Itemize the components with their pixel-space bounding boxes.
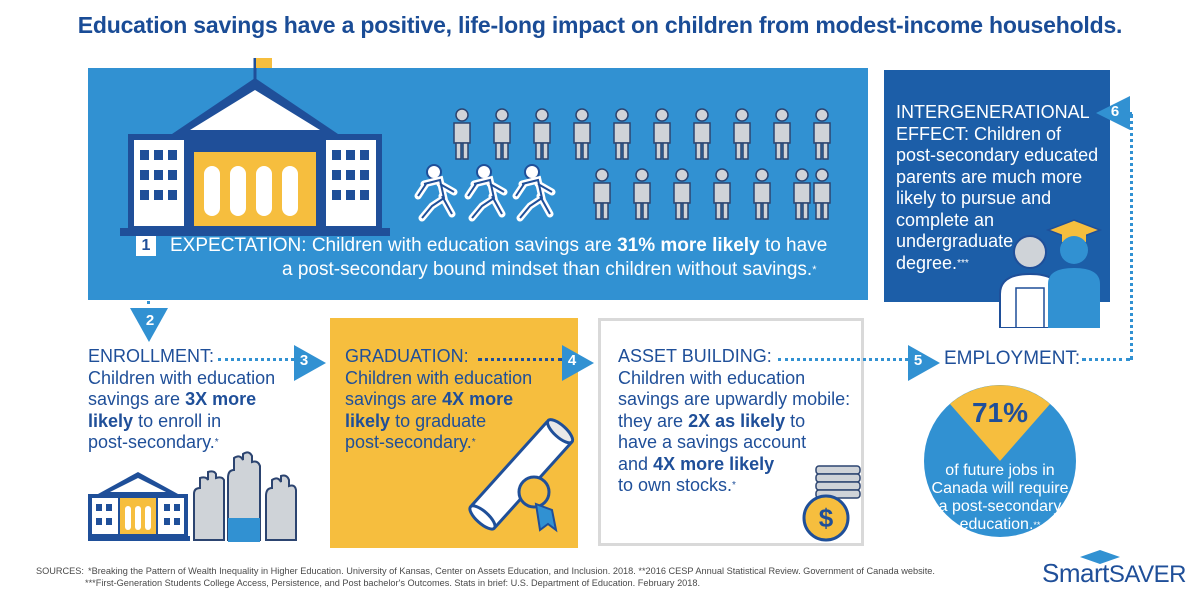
enrollment-line: Children with education xyxy=(88,367,276,388)
expectation-text-b: to have xyxy=(764,235,828,256)
footnote-mark: * xyxy=(732,480,736,491)
expectation-line2: a post-secondary bound mindset than chil… xyxy=(282,259,813,280)
intergenerational-line: EFFECT: Children of xyxy=(896,123,1062,144)
connector-line xyxy=(218,358,294,361)
step-6-marker xyxy=(1096,96,1130,130)
standing-people-grid-icon xyxy=(453,108,831,220)
intergenerational-line: undergraduate xyxy=(896,231,1014,251)
footnote-mark: * xyxy=(471,437,476,448)
graduation-text: GRADUATION: Children with education savi… xyxy=(345,346,575,454)
asset-building-line: savings are upwardly mobile: xyxy=(618,389,851,409)
asset-building-line: to xyxy=(790,410,806,431)
enrollment-line: to enroll in xyxy=(138,410,222,431)
asset-building-line: they are xyxy=(618,410,684,431)
enrollment-highlight: 3X more xyxy=(185,389,257,409)
parent-graduate-icon xyxy=(999,219,1103,328)
employment-line: Canada will require xyxy=(931,480,1069,497)
intergenerational-line: INTERGENERATIONAL xyxy=(896,102,1090,122)
coins-dollar-icon: $ xyxy=(802,465,861,542)
step-2-number: 2 xyxy=(145,312,155,329)
graduation-line: post-secondary. xyxy=(345,432,472,452)
graduation-highlight: 4X more xyxy=(442,389,514,409)
page-title: Education savings have a positive, life-… xyxy=(77,12,1123,38)
expectation-text: EXPECTATION: Children with education sav… xyxy=(170,234,860,282)
employment-line: a post-secondary xyxy=(938,498,1062,515)
logo-part-2: SAVER xyxy=(1108,561,1187,588)
asset-building-label: ASSET BUILDING: xyxy=(618,346,772,366)
step-4-number: 4 xyxy=(567,352,577,369)
diploma-icon xyxy=(468,418,575,533)
svg-text:$: $ xyxy=(819,503,834,533)
sources-section: SOURCES: *Breaking the Pattern of Wealth … xyxy=(36,566,996,589)
step-4-marker xyxy=(562,345,594,381)
university-building-icon xyxy=(120,58,390,236)
intergenerational-text: INTERGENERATIONAL EFFECT: Children of po… xyxy=(896,102,1106,274)
intergenerational-line: post-secondary educated xyxy=(896,145,1099,165)
connector-line xyxy=(478,358,562,361)
footnote-mark: * xyxy=(214,437,219,448)
asset-building-line: to own stocks. xyxy=(618,475,733,495)
step-5-marker xyxy=(908,345,940,381)
employment-pie-icon xyxy=(924,385,1076,537)
employment-line: of future jobs in xyxy=(945,462,1055,479)
flag-icon xyxy=(256,58,272,68)
asset-building-line: and xyxy=(618,453,649,474)
sources-label: SOURCES: xyxy=(36,566,84,576)
graduation-line: savings are xyxy=(345,389,438,409)
step-3-marker xyxy=(294,345,326,381)
intergenerational-line: likely to pursue and xyxy=(896,188,1052,208)
graduation-label: GRADUATION: xyxy=(345,346,469,366)
intergenerational-line: parents are much more xyxy=(896,166,1083,187)
graduation-line: Children with education xyxy=(345,367,533,388)
graduation-highlight: likely xyxy=(345,410,391,431)
enrollment-line: savings are xyxy=(88,389,181,409)
employment-text: of future jobs in Canada will require a … xyxy=(926,462,1074,534)
expectation-text-a: Children with education savings are xyxy=(311,235,612,256)
connector-line xyxy=(778,358,908,361)
asset-building-line: have a savings account xyxy=(618,432,807,452)
pie-slice xyxy=(950,385,1050,461)
source-line-1: *Breaking the Pattern of Wealth Inequali… xyxy=(88,566,935,576)
employment-label: EMPLOYMENT: xyxy=(944,348,1081,369)
footnote-mark: *** xyxy=(957,257,969,269)
asset-building-text: ASSET BUILDING: Children with education … xyxy=(618,346,858,497)
connector-line xyxy=(1130,114,1133,360)
asset-building-highlight: 2X as likely xyxy=(688,410,786,431)
footnote-mark: * xyxy=(812,264,817,276)
enrollment-line: post-secondary. xyxy=(88,432,215,452)
enrollment-highlight: likely xyxy=(88,410,134,431)
intergenerational-line: complete an xyxy=(896,209,995,230)
step-6-number: 6 xyxy=(1110,103,1120,120)
step-1-badge: 1 xyxy=(136,236,156,256)
asset-building-highlight: 4X more likely xyxy=(653,453,775,474)
expectation-highlight: 31% more likely xyxy=(617,235,760,256)
running-people-icon xyxy=(414,164,556,222)
employment-line: education. xyxy=(959,516,1034,533)
employment-percent: 71% xyxy=(971,397,1029,428)
enrollment-text: ENROLLMENT: Children with education savi… xyxy=(88,346,318,454)
step-5-number: 5 xyxy=(913,352,923,369)
step-2-marker xyxy=(130,308,168,342)
intergenerational-line: degree. xyxy=(896,252,958,273)
connector-line xyxy=(147,258,150,312)
source-line-2: ***First-Generation Students College Acc… xyxy=(85,577,701,588)
connector-line xyxy=(1082,358,1130,361)
step-3-number: 3 xyxy=(299,352,309,369)
enrollment-label: ENROLLMENT: xyxy=(88,346,215,366)
asset-building-line: Children with education xyxy=(618,367,806,388)
voting-hands-icon xyxy=(88,451,297,542)
graduation-cap-logo-icon xyxy=(1080,550,1120,564)
footnote-mark: ** xyxy=(1033,520,1041,530)
expectation-label: EXPECTATION: xyxy=(170,235,307,256)
smartsaver-logo: SmartSAVER xyxy=(1042,558,1186,589)
graduation-line: to graduate xyxy=(395,410,487,431)
